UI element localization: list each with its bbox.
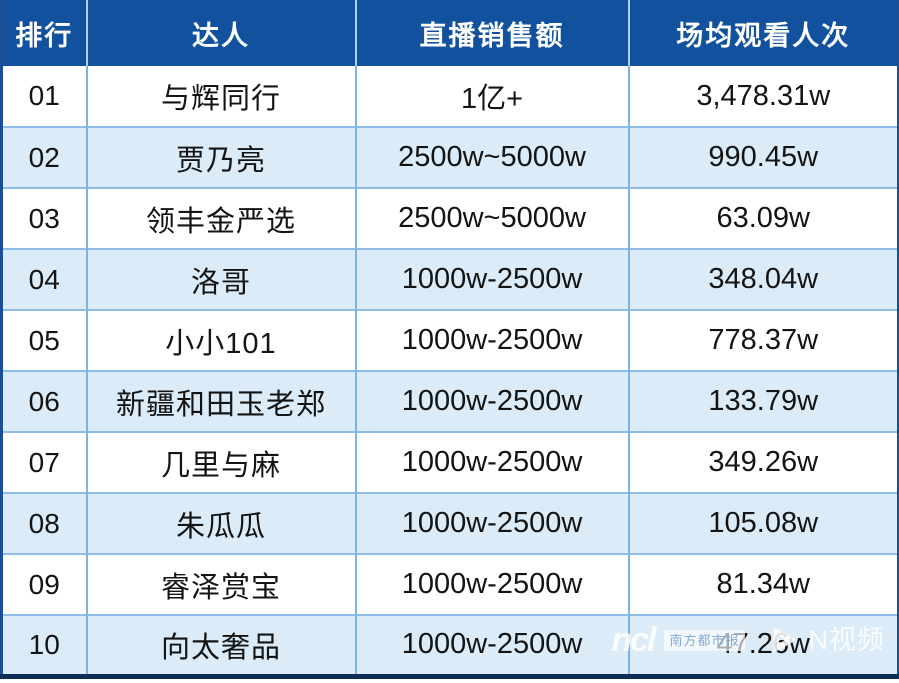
table-row: 08 朱瓜瓜 1000w-2500w 105.08w bbox=[1, 492, 899, 554]
cell-viewers: 81.34w bbox=[627, 553, 899, 615]
col-header-sales: 直播销售额 bbox=[354, 0, 629, 66]
cell-sales: 1000w-2500w bbox=[354, 492, 629, 554]
cell-influencer: 睿泽赏宝 bbox=[85, 553, 356, 615]
cell-sales: 1000w-2500w bbox=[354, 553, 629, 615]
table-row: 02 贾乃亮 2500w~5000w 990.45w bbox=[1, 126, 899, 188]
table-row: 09 睿泽赏宝 1000w-2500w 81.34w bbox=[1, 553, 899, 615]
cell-viewers: 3,478.31w bbox=[627, 66, 899, 127]
cell-viewers: 133.79w bbox=[627, 370, 899, 432]
cell-sales: 1亿+ bbox=[354, 66, 629, 127]
cell-influencer: 几里与麻 bbox=[85, 431, 356, 493]
cell-rank: 01 bbox=[1, 66, 87, 127]
table-row: 05 小小101 1000w-2500w 778.37w bbox=[1, 309, 899, 371]
cell-influencer: 领丰金严选 bbox=[85, 187, 356, 249]
header-row: 排行 达人 直播销售额 场均观看人次 bbox=[1, 0, 899, 66]
table-row: 04 洛哥 1000w-2500w 348.04w bbox=[1, 248, 899, 310]
table-row: 01 与辉同行 1亿+ 3,478.31w bbox=[1, 66, 899, 127]
cell-rank: 06 bbox=[1, 370, 87, 432]
cell-influencer: 向太奢品 bbox=[85, 614, 356, 676]
cell-viewers: 348.04w bbox=[627, 248, 899, 310]
cell-viewers: 778.37w bbox=[627, 309, 899, 371]
cell-sales: 2500w~5000w bbox=[354, 126, 629, 188]
cell-rank: 05 bbox=[1, 309, 87, 371]
cell-rank: 08 bbox=[1, 492, 87, 554]
cell-sales: 1000w-2500w bbox=[354, 248, 629, 310]
cell-rank: 07 bbox=[1, 431, 87, 493]
cell-viewers: 105.08w bbox=[627, 492, 899, 554]
cell-viewers: 63.09w bbox=[627, 187, 899, 249]
cell-rank: 04 bbox=[1, 248, 87, 310]
table-row: 03 领丰金严选 2500w~5000w 63.09w bbox=[1, 187, 899, 249]
table-row: 06 新疆和田玉老郑 1000w-2500w 133.79w bbox=[1, 370, 899, 432]
cell-sales: 2500w~5000w bbox=[354, 187, 629, 249]
cell-rank: 10 bbox=[1, 614, 87, 676]
cell-influencer: 洛哥 bbox=[85, 248, 356, 310]
cell-rank: 02 bbox=[1, 126, 87, 188]
cell-influencer: 小小101 bbox=[85, 309, 356, 371]
cell-sales: 1000w-2500w bbox=[354, 370, 629, 432]
cell-sales: 1000w-2500w bbox=[354, 309, 629, 371]
cell-viewers: 349.26w bbox=[627, 431, 899, 493]
cell-rank: 03 bbox=[1, 187, 87, 249]
cell-sales: 1000w-2500w bbox=[354, 431, 629, 493]
cell-influencer: 朱瓜瓜 bbox=[85, 492, 356, 554]
col-header-influencer: 达人 bbox=[85, 0, 356, 66]
table-row: 10 向太奢品 1000w-2500w 47.26w bbox=[1, 614, 899, 676]
cell-influencer: 与辉同行 bbox=[85, 66, 356, 127]
table-row: 07 几里与麻 1000w-2500w 349.26w bbox=[1, 431, 899, 493]
cell-sales: 1000w-2500w bbox=[354, 614, 629, 676]
cell-viewers: 47.26w bbox=[627, 614, 899, 676]
col-header-rank: 排行 bbox=[1, 0, 87, 66]
cell-influencer: 新疆和田玉老郑 bbox=[85, 370, 356, 432]
cell-viewers: 990.45w bbox=[627, 126, 899, 188]
cell-rank: 09 bbox=[1, 553, 87, 615]
col-header-viewers: 场均观看人次 bbox=[627, 0, 899, 66]
cell-influencer: 贾乃亮 bbox=[85, 126, 356, 188]
